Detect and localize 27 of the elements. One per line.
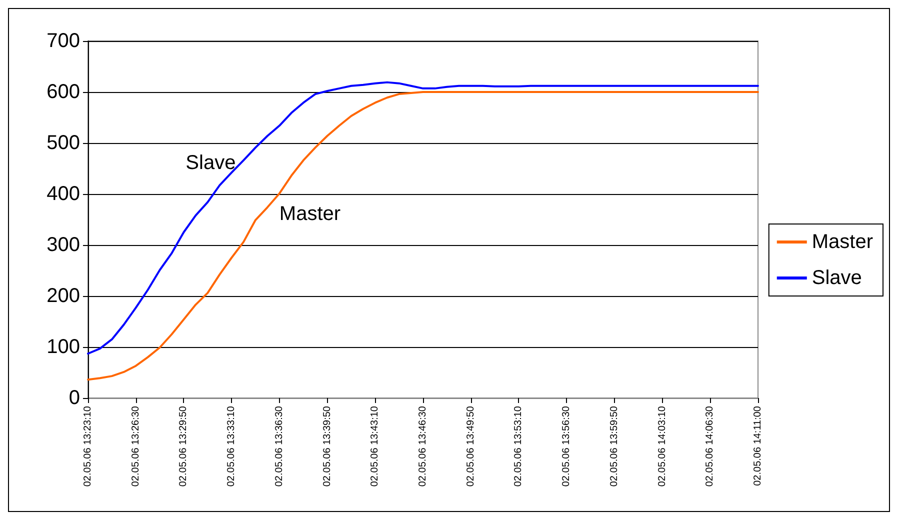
x-tick-label: 02.05.06 13:46:30 bbox=[418, 406, 428, 487]
x-tick-label: 02.05.06 14:03:10 bbox=[656, 406, 668, 487]
x-tick-label: 02.05.06 13:49:50 bbox=[465, 406, 476, 487]
text: Master bbox=[279, 203, 341, 226]
x-tick-label: 02.05.06 13:36:30 bbox=[274, 406, 285, 487]
x-tick-label: 02.05.06 13:26:30 bbox=[130, 406, 142, 487]
y-tick-label: 300 bbox=[46, 234, 80, 256]
y-tick-label: 0 bbox=[68, 387, 80, 409]
text: Slave bbox=[186, 152, 236, 174]
x-tick-label: 02.05.06 13:39:50 bbox=[322, 406, 333, 487]
x-tick-label: 02.05.06 13:33:10 bbox=[226, 406, 238, 487]
y-tick-label: 200 bbox=[46, 285, 80, 307]
x-tick-label: 02.05.06 13:43:10 bbox=[370, 406, 381, 487]
x-tick-label: 02.05.06 14:11:00 bbox=[752, 406, 764, 486]
legend-label: Master bbox=[812, 231, 874, 253]
x-tick-label: 02.05.06 13:23:10 bbox=[82, 406, 94, 487]
y-tick-label: 100 bbox=[46, 336, 80, 358]
x-tick-label: 02.05.06 13:59:50 bbox=[608, 406, 620, 487]
y-tick-label: 600 bbox=[46, 81, 80, 103]
legend-label: Slave bbox=[812, 267, 862, 289]
x-tick-label: 02.05.06 13:56:30 bbox=[561, 406, 572, 487]
x-tick-label: 02.05.06 13:29:50 bbox=[178, 406, 190, 487]
y-tick-label: 500 bbox=[46, 132, 80, 154]
x-tick-label: 02.05.06 13:53:10 bbox=[513, 406, 524, 487]
y-tick-label: 700 bbox=[46, 30, 80, 52]
x-tick-label: 02.05.06 14:06:30 bbox=[704, 406, 716, 487]
y-tick-label: 400 bbox=[46, 183, 80, 205]
